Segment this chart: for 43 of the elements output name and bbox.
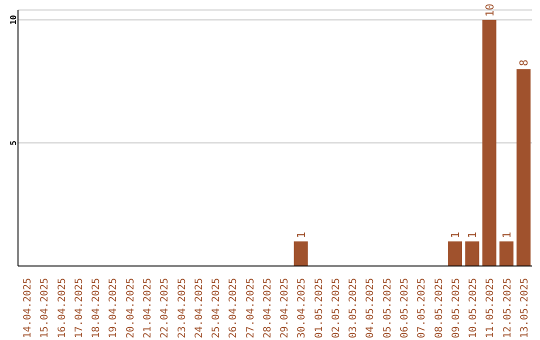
data-label: 1	[294, 232, 308, 238]
x-tick-label: 18.04.2025	[91, 278, 102, 338]
data-label: 10	[483, 4, 496, 17]
x-tick-label: 14.04.2025	[22, 278, 34, 338]
y-tick-label: 5	[9, 140, 18, 146]
data-label: 1	[500, 232, 514, 238]
x-tick-label: 01.05.2025	[314, 278, 325, 338]
x-tick-label: 03.05.2025	[348, 278, 360, 338]
x-tick-label: 28.04.2025	[262, 278, 274, 338]
x-tick-label: 07.05.2025	[416, 278, 428, 338]
bar	[482, 20, 496, 266]
x-tick-label: 16.04.2025	[56, 278, 68, 338]
x-tick-label: 15.04.2025	[40, 278, 51, 338]
x-tick-label: 29.04.2025	[280, 278, 291, 338]
x-tick-label: 06.05.2025	[400, 278, 410, 338]
x-tick-label: 11.05.2025	[485, 278, 496, 338]
x-tick-label: 25.04.2025	[211, 278, 222, 338]
x-tick-label: 13.05.2025	[519, 278, 530, 338]
x-tick-label: 19.04.2025	[108, 278, 120, 338]
x-tick-label: 05.05.2025	[382, 278, 394, 338]
x-tick-label: 09.05.2025	[450, 278, 462, 338]
x-tick-label: 10.05.2025	[468, 278, 480, 338]
x-tick-label: 23.04.2025	[176, 278, 188, 338]
data-label: 8	[518, 59, 531, 66]
x-tick-label: 02.05.2025	[330, 278, 342, 338]
x-tick-label: 20.04.2025	[125, 278, 136, 338]
x-tick-label: 21.04.2025	[142, 278, 154, 338]
x-tick-label: 26.04.2025	[228, 278, 240, 338]
data-label: 1	[466, 232, 480, 238]
x-tick-label: 17.04.2025	[74, 278, 85, 338]
x-tick-label: 27.04.2025	[245, 278, 256, 338]
data-label: 1	[449, 232, 462, 238]
x-tick-label: 04.05.2025	[365, 278, 376, 338]
bar	[499, 241, 514, 266]
x-tick-label: 24.04.2025	[194, 278, 205, 338]
x-tick-label: 30.04.2025	[296, 278, 308, 338]
x-tick-label: 22.04.2025	[160, 278, 171, 338]
bar	[294, 241, 308, 266]
bar	[448, 241, 462, 266]
bar	[465, 241, 480, 266]
x-tick-label: 08.05.2025	[434, 278, 445, 338]
bar	[516, 69, 531, 266]
x-tick-label: 12.05.2025	[502, 278, 514, 338]
